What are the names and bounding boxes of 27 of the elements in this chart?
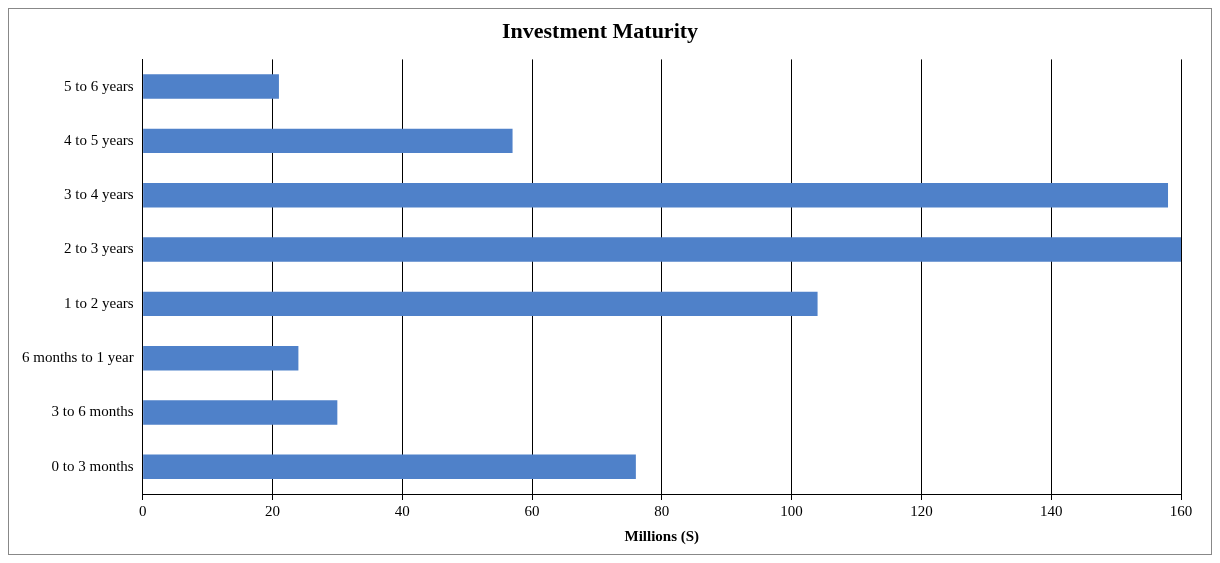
y-tick-label: 6 months to 1 year [21, 349, 134, 366]
y-tick-label: 1 to 2 years [64, 294, 134, 311]
y-tick-label: 0 to 3 months [51, 457, 134, 474]
bar [143, 74, 279, 99]
bar [143, 182, 1169, 208]
chart-title: Investment Maturity [501, 17, 699, 43]
x-tick-label: 20 [264, 502, 280, 519]
y-tick-label: 2 to 3 years [64, 240, 134, 257]
x-tick-label: 100 [780, 502, 803, 519]
y-tick-label: 5 to 6 years [64, 77, 134, 94]
x-tick-label: 0 [138, 502, 147, 519]
bar [143, 454, 636, 480]
x-tick-label: 80 [654, 502, 670, 519]
x-tick-label: 60 [524, 502, 540, 519]
x-tick-label: 160 [1169, 502, 1193, 519]
x-tick-label: 40 [394, 502, 410, 519]
y-tick-label: 3 to 6 months [51, 403, 134, 420]
bar [143, 128, 513, 154]
bar [143, 291, 818, 317]
x-tick-label: 140 [1039, 502, 1063, 519]
y-tick-label: 3 to 4 years [64, 186, 134, 203]
bar [143, 400, 338, 425]
bar [143, 345, 299, 371]
y-tick-label: 4 to 5 years [64, 131, 134, 148]
bar [143, 237, 1181, 262]
x-tick-label: 120 [910, 502, 933, 519]
x-axis-title: Millions (S) [624, 527, 700, 545]
